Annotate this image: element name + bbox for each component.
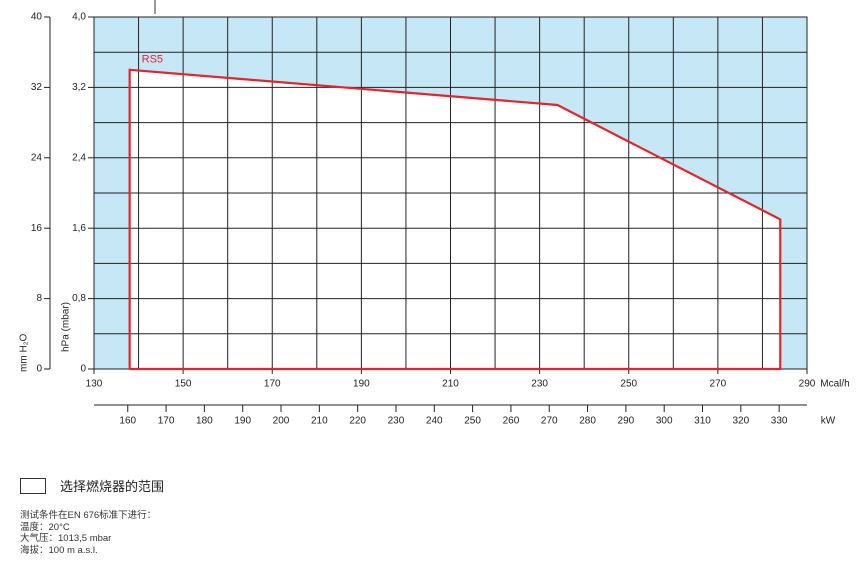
x2-tick-label: 160 xyxy=(119,416,136,427)
legend-swatch xyxy=(20,477,46,494)
x2-tick-label: 280 xyxy=(579,416,596,427)
legend-label: 选择燃烧器的范围 xyxy=(60,479,165,494)
y2-tick-label: 32 xyxy=(31,82,43,93)
y2-axis-label: mm H₂O xyxy=(19,333,30,372)
x2-tick-label: 320 xyxy=(732,416,749,427)
x-tick-label: 270 xyxy=(710,379,727,390)
x2-tick-label: 180 xyxy=(196,416,213,427)
y2-tick-label: 8 xyxy=(36,293,42,304)
y-tick-label: 4,0 xyxy=(72,12,86,23)
x2-tick-label: 290 xyxy=(618,416,635,427)
note-line: 大气压：1013,5 mbar xyxy=(20,533,112,544)
y-tick-label: 0 xyxy=(80,364,86,375)
note-line: 测试条件在EN 676标准下进行： xyxy=(20,510,157,521)
notes: 测试条件在EN 676标准下进行： 温度：20°C 大气压：1013,5 mbar 海… xyxy=(20,510,156,556)
x2-tick-label: 240 xyxy=(426,416,443,427)
x-tick-label: 230 xyxy=(531,379,548,390)
x2-axis-label: kW xyxy=(821,416,836,427)
x-tick-label: 150 xyxy=(175,379,192,390)
x-axis-label: Mcal/h xyxy=(820,379,849,390)
x2-tick-label: 330 xyxy=(771,416,788,427)
x-tick-label: 210 xyxy=(442,379,459,390)
x-tick-label: 250 xyxy=(620,379,637,390)
x-tick-label: 170 xyxy=(264,379,281,390)
y-tick-label: 0,8 xyxy=(72,293,86,304)
x-tick-label: 130 xyxy=(86,379,103,390)
y2-tick-label: 24 xyxy=(31,152,43,163)
x2-tick-label: 200 xyxy=(273,416,290,427)
x2-tick-label: 300 xyxy=(656,416,673,427)
y-tick-label: 2,4 xyxy=(72,152,86,163)
x2-tick-label: 250 xyxy=(464,416,481,427)
y-tick-label: 3,2 xyxy=(72,82,86,93)
y2-tick-label: 0 xyxy=(36,364,42,375)
y2-tick-label: 16 xyxy=(31,223,43,234)
legend: 选择燃烧器的范围 xyxy=(20,476,164,495)
x2-tick-label: 170 xyxy=(158,416,175,427)
x2-tick-label: 230 xyxy=(388,416,405,427)
x2-tick-label: 210 xyxy=(311,416,328,427)
series-label: RS5 xyxy=(142,54,163,66)
operating-field xyxy=(129,69,781,370)
series-line xyxy=(128,68,782,371)
x-tick-label: 190 xyxy=(353,379,370,390)
y-tick-label: 1,6 xyxy=(72,223,86,234)
y-axis-label: hPa (mbar) xyxy=(61,302,72,352)
x2-tick-label: 310 xyxy=(694,416,711,427)
note-line: 温度：20°C xyxy=(20,521,70,533)
x-tick-label: 290 xyxy=(799,379,816,390)
x2-tick-label: 220 xyxy=(349,416,366,427)
x2-tick-label: 260 xyxy=(503,416,520,427)
note-line: 海拔：100 m a.s.l. xyxy=(20,544,98,556)
x2-tick-label: 190 xyxy=(234,416,251,427)
chart: Mcal/h kW hPa (mbar) mm H₂O 130 150 170 190… xyxy=(19,0,850,427)
y2-tick-label: 40 xyxy=(31,12,43,23)
x2-tick-label: 270 xyxy=(541,416,558,427)
